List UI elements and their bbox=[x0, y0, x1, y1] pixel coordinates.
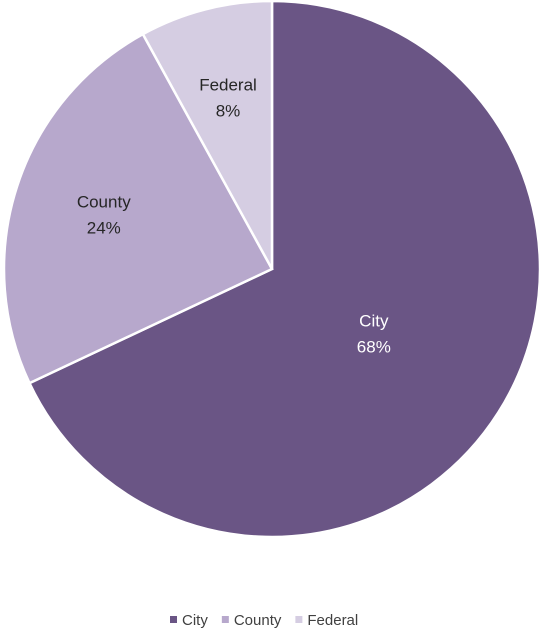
pie-slices bbox=[2, 0, 541, 539]
legend-swatch-city bbox=[170, 616, 177, 623]
pie-slice-city bbox=[27, 0, 541, 539]
legend-label-city: City bbox=[182, 612, 208, 629]
pie-slice-federal bbox=[141, 0, 274, 270]
slice-category-label: City bbox=[359, 312, 389, 331]
pie-labels: City 68% County 24% Federal 8% bbox=[77, 76, 391, 357]
legend-label-federal: Federal bbox=[307, 612, 358, 629]
slice-category-label: Federal bbox=[199, 76, 257, 95]
slice-category-label: County bbox=[77, 192, 131, 211]
slice-value-label: 24% bbox=[87, 218, 121, 237]
legend: City County Federal bbox=[170, 612, 358, 629]
legend-swatch-federal bbox=[295, 616, 303, 623]
pie-slice-county bbox=[2, 32, 274, 385]
slice-value-label: 8% bbox=[216, 102, 241, 121]
legend-swatch-county bbox=[221, 616, 229, 623]
slice-value-label: 68% bbox=[357, 338, 391, 357]
legend-label-county: County bbox=[234, 612, 282, 629]
